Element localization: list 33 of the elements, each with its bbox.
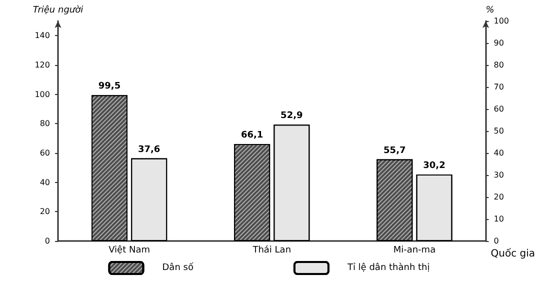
legend-label: Tỉ lệ dân thành thị	[346, 262, 430, 273]
y2-tick-label: 90	[494, 38, 504, 48]
y-tick-label: 60	[40, 148, 50, 158]
data-label: 30,2	[423, 161, 446, 172]
y-tick-label: 80	[40, 119, 50, 128]
y2-tick-label: 50	[494, 126, 504, 136]
data-label: 66,1	[240, 130, 264, 141]
y-axis-title: Triệu người	[32, 4, 84, 16]
data-label: 55,7	[384, 146, 406, 156]
y-tick-label: 120	[34, 60, 50, 70]
x-tick-label: Mi-an-ma	[393, 246, 436, 256]
x-axis-title: Quốc gia	[490, 248, 536, 260]
y-tick-label: 0	[44, 236, 50, 246]
y2-axis-title: %	[486, 6, 494, 16]
x-tick-label: Thái Lan	[252, 244, 292, 256]
y2-tick-label: 80	[494, 60, 504, 70]
y-tick-label: 40	[40, 178, 50, 187]
y-tick-label: 100	[34, 90, 50, 99]
data-label: 37,6	[138, 144, 160, 155]
y2-tick-label: 40	[494, 148, 504, 158]
x-tick-label: Việt Nam	[108, 244, 150, 256]
y2-tick-label: 30	[494, 170, 504, 180]
y2-tick-label: 60	[494, 104, 504, 114]
y2-tick-label: 10	[494, 214, 504, 224]
y-tick-label: 140	[34, 31, 50, 40]
y2-tick-label: 70	[494, 82, 504, 92]
legend-label: Dân số	[162, 262, 194, 273]
y2-tick-label: 100	[494, 16, 510, 26]
y-tick-label: 20	[40, 207, 50, 216]
data-label: 99,5	[98, 82, 121, 92]
data-label: 52,9	[280, 111, 303, 122]
y2-tick-label: 20	[494, 192, 504, 202]
y2-tick-label: 0	[494, 236, 499, 246]
